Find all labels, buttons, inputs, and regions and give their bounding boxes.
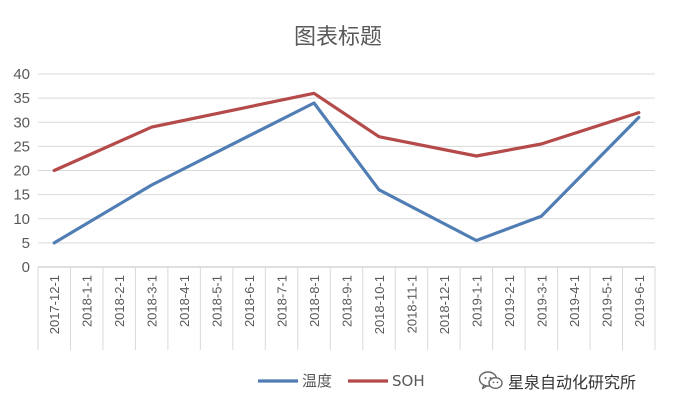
x-tick-label: 2018-12-1 xyxy=(437,275,452,334)
series-lines xyxy=(52,91,641,245)
x-tick-label: 2018-10-1 xyxy=(372,275,387,334)
x-tick-label: 2018-1-1 xyxy=(80,275,95,327)
axes: 0 5 10 15 20 25 30 35 40 2017-12-1 2018-1-1 2018-2-… xyxy=(13,66,656,350)
x-tick-label: 2019-5-1 xyxy=(599,275,614,327)
x-tick-label: 2019-3-1 xyxy=(534,275,549,327)
x-tick-label: 2018-3-1 xyxy=(145,275,160,327)
x-tick-label: 2018-9-1 xyxy=(340,275,355,327)
legend: 温度 SOH xyxy=(258,372,425,390)
y-tick-label: 20 xyxy=(13,163,30,180)
y-tick-label: 30 xyxy=(13,114,30,131)
watermark: 星泉自动化研究所 xyxy=(478,369,636,393)
y-tick-label: 5 xyxy=(22,235,30,252)
legend-label: 温度 xyxy=(302,372,332,390)
y-tick-label: 15 xyxy=(13,187,30,204)
legend-label: SOH xyxy=(392,372,425,390)
gridlines xyxy=(38,73,655,268)
x-tick-label: 2019-4-1 xyxy=(567,275,582,327)
x-tick-label: 2019-6-1 xyxy=(632,275,647,327)
x-tick-label: 2017-12-1 xyxy=(47,275,62,334)
x-tick-label: 2019-1-1 xyxy=(469,275,484,327)
x-tick-label: 2018-8-1 xyxy=(307,275,322,327)
chart-title: 图表标题 xyxy=(294,25,382,50)
x-tick-label: 2018-6-1 xyxy=(242,275,257,327)
y-tick-label: 10 xyxy=(13,211,30,228)
y-tick-label: 40 xyxy=(13,66,30,83)
x-tick-label: 2018-2-1 xyxy=(112,275,127,327)
y-tick-label: 25 xyxy=(13,138,30,155)
x-tick-label: 2019-2-1 xyxy=(502,275,517,327)
x-tick-label: 2018-5-1 xyxy=(210,275,225,327)
wechat-icon xyxy=(478,371,503,390)
x-tick-label: 2018-7-1 xyxy=(275,275,290,327)
series-line xyxy=(52,101,641,245)
y-tick-label: 35 xyxy=(13,90,30,107)
watermark-text: 星泉自动化研究所 xyxy=(508,373,637,392)
series-line xyxy=(52,91,641,173)
x-tick-label: 2018-11-1 xyxy=(404,275,419,333)
x-tick-label: 2018-4-1 xyxy=(177,275,192,327)
y-tick-label: 0 xyxy=(22,259,30,276)
